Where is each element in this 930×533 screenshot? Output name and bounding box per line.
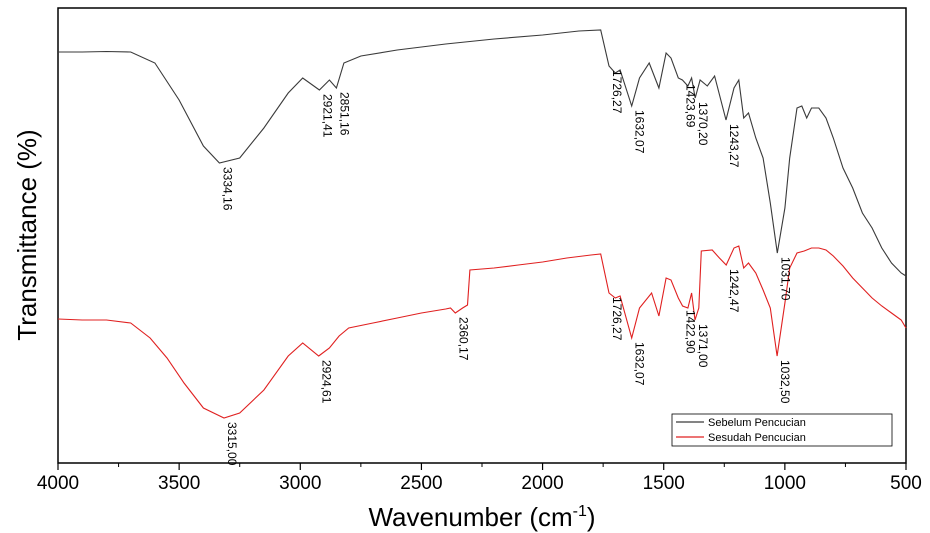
peak-label: 1243,27 — [727, 124, 741, 168]
series-line-0 — [58, 29, 907, 277]
legend-box — [671, 413, 893, 447]
peak-label: 1031,70 — [778, 257, 792, 301]
series-line-1 — [57, 245, 907, 419]
legend-label-sesudah: Sesudah Pencucian — [708, 432, 806, 444]
peak-label: 1422,90 — [684, 310, 698, 354]
peak-label: 2360,17 — [456, 317, 470, 361]
peak-label: 1242,47 — [727, 269, 741, 313]
x-axis-title-close: ) — [587, 502, 596, 532]
peak-label: 1726,27 — [610, 297, 624, 341]
series-layer — [57, 29, 907, 419]
x-ticks: 4000 3500 3000 2500 2000 1500 1000 500 — [37, 463, 922, 494]
peak-label: 2851,16 — [337, 92, 351, 136]
x-tick-label: 2500 — [400, 473, 442, 494]
peak-label: 1632,07 — [633, 342, 647, 386]
peak-label: 1423,69 — [683, 84, 697, 128]
peak-label: 1371,00 — [696, 324, 710, 368]
x-tick-label: 4000 — [37, 473, 79, 494]
x-tick-label: 3500 — [158, 473, 200, 494]
x-tick-label: 3000 — [279, 473, 321, 494]
peak-label: 1370,20 — [696, 102, 710, 146]
x-tick-label: 500 — [890, 473, 922, 494]
legend: Sebelum Pencucian Sesudah Pencucian — [671, 413, 893, 447]
peak-label: 1032,50 — [778, 360, 792, 404]
x-axis-title: Wavenumber (cm-1) — [368, 502, 595, 532]
x-axis-title-sup: -1 — [573, 503, 587, 520]
x-tick-label: 1500 — [643, 473, 685, 494]
x-tick-label: 2000 — [521, 473, 563, 494]
legend-label-sebelum: Sebelum Pencucian — [708, 417, 806, 429]
y-axis-title: Transmittance (%) — [12, 129, 42, 340]
peak-label: 2924,61 — [320, 360, 334, 404]
peak-label: 2921,41 — [320, 94, 334, 138]
x-tick-label: 1000 — [764, 473, 806, 494]
peak-label: 1726,27 — [610, 70, 624, 114]
peak-label: 3334,16 — [220, 167, 234, 211]
peak-annotations: 3334,16 2921,41 2851,16 1726,27 1632,07 1423,… — [220, 70, 792, 466]
peak-label: 3315,00 — [225, 422, 239, 466]
x-axis-title-main: Wavenumber (cm — [368, 502, 572, 532]
peak-label: 1632,07 — [633, 110, 647, 154]
